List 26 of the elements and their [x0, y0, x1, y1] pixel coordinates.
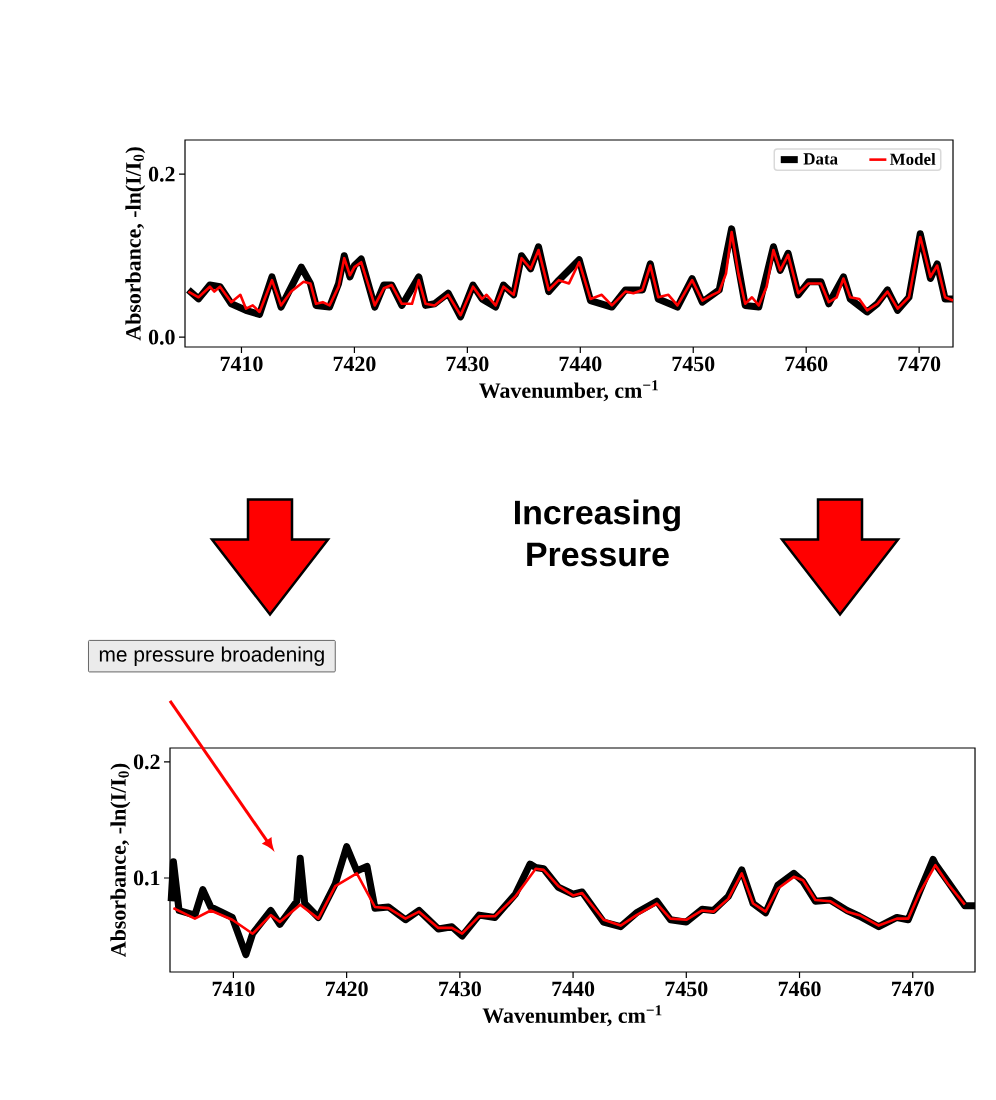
- y-tick-label: 0.2: [133, 754, 160, 770]
- y-tick-label: 0.2: [148, 166, 175, 182]
- x-axis-title: Wavenumber, cm$^{−1}$: [479, 380, 658, 402]
- legend-label: Data: [803, 153, 838, 165]
- legend-label: Model: [889, 153, 936, 165]
- text: me pressure broadening: [99, 646, 324, 666]
- x-tick-label: 7410: [220, 356, 263, 372]
- x-tick-label: 7470: [898, 356, 941, 372]
- y-axis-title: Absorbance, -ln(I/I$_{0}$): [110, 763, 131, 958]
- x-tick-label: 7430: [446, 356, 489, 372]
- x-tick-label: 7420: [333, 356, 376, 372]
- x-tick-label: 7430: [439, 981, 481, 997]
- y-axis-title: Absorbance, -ln(I/I$_{0}$): [125, 147, 146, 341]
- x-tick-label: 7460: [785, 356, 828, 372]
- x-tick-label: 7420: [325, 981, 368, 997]
- x-tick-label: 7450: [672, 356, 715, 372]
- x-tick-label: 7460: [778, 981, 821, 997]
- x-tick-label: 7450: [665, 981, 708, 997]
- x-tick-label: 7440: [559, 356, 602, 372]
- y-tick-label: 0.1: [133, 870, 160, 886]
- x-tick-label: 7440: [552, 981, 595, 997]
- y-tick-label: 0.0: [148, 329, 175, 345]
- x-axis-title: Wavenumber, cm$^{−1}$: [482, 1005, 662, 1027]
- x-tick-label: 7470: [892, 981, 934, 997]
- x-tick-label: 7410: [212, 981, 255, 997]
- text: Increasing Pressure: [515, 499, 680, 567]
